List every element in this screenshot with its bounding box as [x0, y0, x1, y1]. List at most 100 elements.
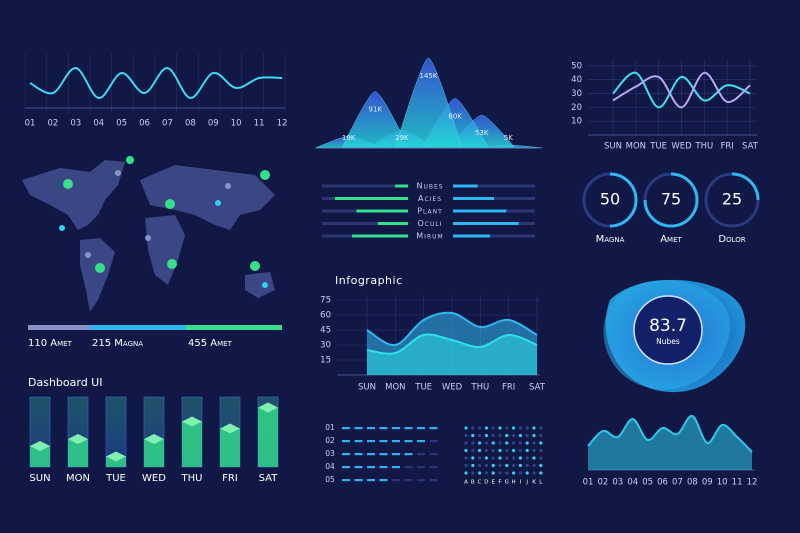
dot: [505, 426, 509, 430]
dash: [354, 453, 363, 456]
bar: [453, 234, 490, 238]
x-tick-label: 12: [747, 478, 758, 488]
x-tick-label: 12: [277, 119, 288, 129]
summary-label: 110 Amet: [28, 338, 73, 349]
gauge-value: 50: [600, 190, 620, 209]
score-value: 83.7: [649, 316, 687, 336]
dash: [404, 427, 413, 430]
row-label: 01: [325, 423, 335, 432]
bar-top: [68, 434, 88, 444]
y-tick-label: 45: [320, 326, 331, 336]
dot: [511, 463, 516, 468]
dash: [367, 466, 375, 469]
bar: [453, 209, 507, 213]
x-tick-label: MON: [66, 473, 90, 484]
x-tick-label: 09: [702, 478, 713, 488]
dot: [539, 441, 543, 445]
chart-title: Infographic: [335, 274, 403, 287]
x-tick-label: SAT: [259, 473, 279, 484]
dash: [404, 453, 413, 456]
bar-top: [182, 416, 202, 427]
dot: [471, 433, 475, 438]
dot: [491, 448, 495, 453]
x-tick-label: 05: [642, 478, 653, 488]
dot: [498, 426, 502, 430]
gauge-label: Dolor: [718, 234, 745, 245]
dot: [478, 463, 482, 468]
dot: [525, 471, 529, 475]
dash: [417, 427, 425, 430]
x-tick-label: 03: [70, 119, 81, 129]
dash: [354, 427, 363, 430]
value-label: 91K: [369, 106, 383, 114]
dot: [505, 441, 509, 445]
value-label: 19K: [342, 134, 356, 142]
dot: [498, 433, 502, 438]
dash: [392, 453, 400, 456]
dot: [511, 471, 516, 475]
dot: [532, 448, 536, 453]
dot: [511, 426, 516, 430]
dot: [491, 471, 495, 475]
dot: [464, 433, 468, 438]
y-tick-label: 30: [320, 341, 331, 351]
bar-top: [30, 441, 50, 451]
x-tick-label: 03: [612, 478, 623, 488]
dot: [498, 471, 502, 475]
dash: [379, 427, 388, 430]
x-tick-label: 04: [627, 478, 638, 488]
dot: [518, 433, 523, 438]
dot: [518, 463, 523, 468]
row-label: 03: [325, 449, 335, 458]
bar: [334, 197, 408, 200]
x-tick-label: 01: [583, 478, 594, 488]
x-tick-label: 04: [93, 119, 104, 129]
dot: [532, 441, 536, 445]
dash: [354, 440, 363, 443]
dot: [491, 463, 495, 468]
dash: [342, 453, 350, 456]
summary-label: 455 Amet: [188, 338, 233, 349]
dot: [518, 456, 523, 460]
dot: [505, 471, 509, 475]
x-tick-label: THU: [470, 383, 489, 393]
y-tick-label: 20: [571, 103, 582, 113]
dash: [429, 453, 438, 456]
y-tick-label: 30: [571, 89, 582, 99]
dot: [484, 441, 488, 445]
bar: [68, 439, 88, 467]
bar-top: [220, 423, 240, 434]
x-tick-label: SAT: [742, 142, 759, 152]
column-label: J: [525, 480, 528, 486]
x-tick-label: 08: [185, 119, 196, 129]
x-tick-label: WED: [142, 473, 166, 484]
x-tick-label: FRI: [502, 383, 515, 393]
x-tick-label: 06: [139, 119, 150, 129]
chart-title: Dashboard UI: [28, 376, 102, 389]
bar: [377, 222, 408, 225]
dot: [525, 456, 529, 460]
column-label: H: [512, 480, 516, 486]
dot: [498, 463, 502, 468]
dot: [532, 433, 536, 438]
x-tick-label: FRI: [222, 473, 238, 484]
summary-name: Amet: [50, 338, 72, 349]
y-tick-label: 75: [320, 296, 331, 306]
dot: [511, 448, 516, 453]
x-tick-label: 02: [47, 119, 58, 129]
x-tick-label: FRI: [721, 142, 734, 152]
dot: [478, 426, 482, 430]
dash: [379, 440, 388, 443]
bar-track: [322, 184, 408, 188]
x-tick-label: THU: [694, 142, 713, 152]
dash: [354, 466, 363, 469]
x-tick-label: 01: [25, 119, 36, 129]
dot: [532, 456, 536, 460]
dot: [464, 471, 468, 475]
dot: [525, 463, 529, 468]
dot: [518, 448, 523, 453]
gauge-arc: [609, 172, 638, 228]
peak: [341, 91, 409, 149]
dot: [505, 463, 509, 468]
x-tick-label: 07: [672, 478, 683, 488]
